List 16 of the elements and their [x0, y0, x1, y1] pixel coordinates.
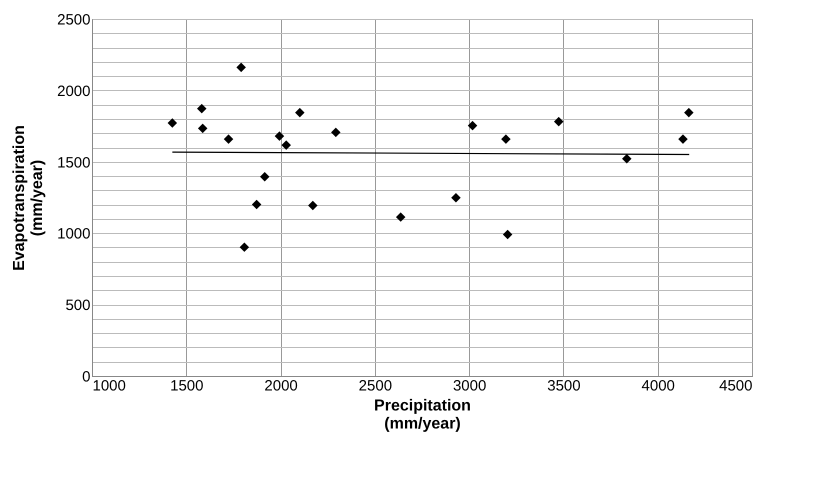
y-tick-label: 2500: [57, 12, 90, 28]
y-tick-label: 0: [82, 368, 90, 386]
x-tick-label: 1000: [92, 378, 126, 394]
x-tick-label: 3500: [547, 378, 581, 394]
y-tick-label: 500: [65, 297, 90, 314]
y-tick-label: 1500: [57, 154, 90, 172]
x-axis-title: Precipitation (mm/year): [374, 398, 471, 432]
y-tick-label: 2000: [57, 82, 90, 100]
x-tick-label: 2500: [358, 378, 392, 394]
x-tick-label: 4500: [719, 378, 752, 394]
x-tick-label: 4000: [642, 378, 675, 394]
x-tick-label: 1500: [170, 378, 204, 394]
y-axis-title: Evapotranspiration (mm/year): [11, 125, 46, 271]
x-tick-label: 2000: [264, 378, 298, 394]
y-tick-label: 1000: [57, 226, 90, 243]
x-tick-label: 3000: [452, 378, 486, 394]
